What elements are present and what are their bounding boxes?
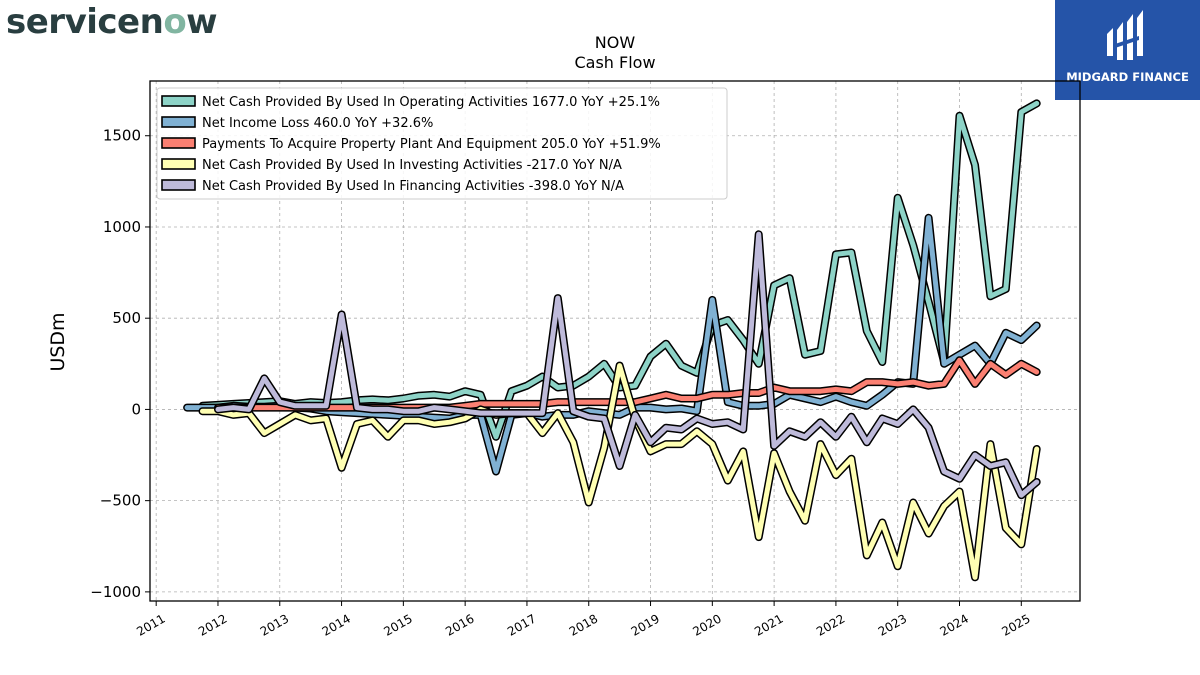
x-tick-label: 2022 <box>814 611 847 638</box>
legend-swatch <box>161 116 196 128</box>
x-tick-label: 2025 <box>999 611 1032 638</box>
series-stroke <box>215 231 1040 498</box>
x-tick-label: 2023 <box>876 611 909 638</box>
x-tick-label: 2019 <box>629 611 662 638</box>
x-tick-label: 2020 <box>690 611 723 638</box>
x-tick-label: 2015 <box>381 611 414 638</box>
servicenow-logo: servicenow <box>6 2 218 42</box>
legend-label: Payments To Acquire Property Plant And E… <box>202 137 661 152</box>
x-tick-label: 2017 <box>505 611 538 638</box>
legend-box <box>156 87 728 200</box>
legend-swatch <box>161 137 196 149</box>
x-tick-label: 2018 <box>567 611 600 638</box>
y-tick-label: 500 <box>112 309 141 327</box>
series-line-1 <box>198 99 1041 441</box>
chart-title: NOW <box>595 33 636 52</box>
legend-entry: Net Income Loss 460.0 YoY +32.6% <box>161 116 433 131</box>
x-tick-label: 2021 <box>752 611 785 638</box>
legend-swatch <box>161 95 196 107</box>
y-tick-label: 1000 <box>103 218 141 236</box>
legend-entry: Net Cash Provided By Used In Investing A… <box>161 158 622 173</box>
legend-entry: Net Cash Provided By Used In Financing A… <box>161 179 624 194</box>
series-stroke <box>200 100 1040 440</box>
plot-frame <box>149 80 1081 602</box>
legend-label: Net Cash Provided By Used In Operating A… <box>202 95 660 110</box>
x-tick-label: 2013 <box>258 611 291 638</box>
series-line-5 <box>214 230 1041 500</box>
legend-swatch <box>161 179 196 191</box>
legend-label: Net Cash Provided By Used In Investing A… <box>202 158 622 173</box>
legend-entry: Net Cash Provided By Used In Operating A… <box>161 95 660 110</box>
badge-text: MIDGARD FINANCE <box>1066 70 1189 84</box>
x-tick-label: 2024 <box>938 611 971 638</box>
x-tick-label: 2012 <box>196 611 229 638</box>
midgard-logo-icon <box>1107 10 1143 60</box>
midgard-finance-badge: MIDGARD FINANCE <box>1055 0 1200 100</box>
series-stroke <box>200 363 1040 580</box>
legend-label: Net Cash Provided By Used In Financing A… <box>202 179 624 194</box>
legend-entry: Payments To Acquire Property Plant And E… <box>161 137 661 152</box>
legend-label: Net Income Loss 460.0 YoY +32.6% <box>202 116 433 131</box>
legend-swatch <box>161 158 196 170</box>
legend: Net Cash Provided By Used In Operating A… <box>156 87 728 200</box>
y-tick-label: −1000 <box>90 583 141 601</box>
chart-subtitle: Cash Flow <box>574 53 655 72</box>
y-tick-label: 0 <box>131 400 141 418</box>
y-axis-label: USDm <box>47 312 69 371</box>
series-line-4 <box>198 361 1041 582</box>
x-tick-label: 2016 <box>443 611 476 638</box>
series-lines <box>183 99 1041 582</box>
y-tick-label: 1500 <box>103 127 141 145</box>
x-tick-label: 2014 <box>320 611 353 638</box>
x-tick-label: 2011 <box>134 611 167 638</box>
y-tick-label: −500 <box>100 492 141 510</box>
